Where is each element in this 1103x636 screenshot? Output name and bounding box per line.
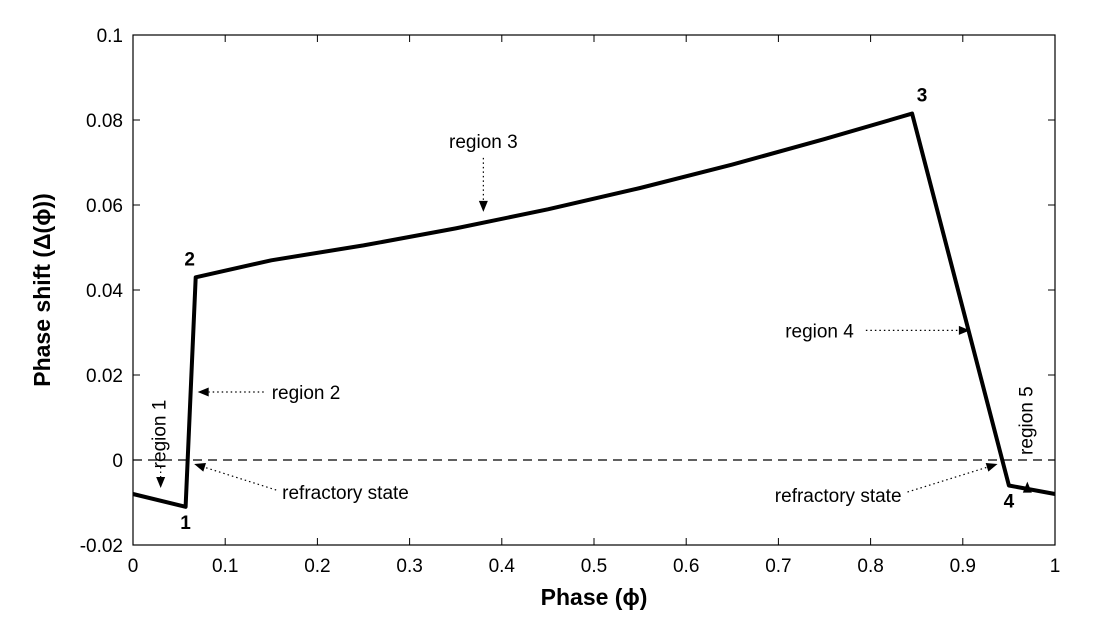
annotation-region-2-text: region 2 xyxy=(272,383,341,404)
annotation-region-4-text: region 4 xyxy=(785,321,854,342)
annotation-refractory-1-text: refractory state xyxy=(282,483,409,504)
point-label-4: 4 xyxy=(1004,492,1015,513)
annotation-region-1-text: region 1 xyxy=(150,400,171,469)
annotation-region-3-text: region 3 xyxy=(449,132,518,153)
annotation-refractory-2-text: refractory state xyxy=(775,486,902,507)
x-tick-label: 1 xyxy=(1050,556,1061,577)
annotation-refractory-2-leader xyxy=(907,466,988,493)
x-tick-label: 0.6 xyxy=(673,556,699,577)
x-tick-label: 0.4 xyxy=(489,556,516,577)
y-tick-label: 0.1 xyxy=(97,26,123,47)
y-tick-label: 0.02 xyxy=(86,366,123,387)
plot-area xyxy=(133,35,1055,545)
x-tick-label: 0.8 xyxy=(857,556,883,577)
y-tick-label: 0.06 xyxy=(86,196,123,217)
x-axis-title: Phase (ϕ) xyxy=(541,584,648,610)
point-label-1: 1 xyxy=(180,513,191,534)
x-tick-label: 0.5 xyxy=(581,556,607,577)
lines-layer xyxy=(132,111,1056,509)
annotation-region-4-arrowhead xyxy=(958,325,970,335)
annotations-layer: 1 2 3 4 region 1 region 2 region 3 region 4 regi… xyxy=(150,86,1038,534)
x-tick-label: 0.2 xyxy=(304,556,330,577)
y-tick-label: 0 xyxy=(112,451,123,472)
x-tick-label: 0.1 xyxy=(212,556,238,577)
annotation-refractory-1-arrowhead xyxy=(194,463,207,472)
axes-box xyxy=(132,34,1056,546)
y-axis-title: Phase shift (Δ(ϕ)) xyxy=(29,193,55,387)
x-tick-label: 0.3 xyxy=(396,556,422,577)
point-label-2: 2 xyxy=(184,249,195,270)
annotation-region-1-arrowhead xyxy=(156,477,166,488)
annotation-region-5-arrowhead xyxy=(1022,481,1032,493)
ticks-layer: 0 0.1 0.2 0.3 0.4 0.5 0.6 0.7 0.8 0.9 1-0.0200.020… xyxy=(80,26,1061,577)
x-tick-label: 0.7 xyxy=(765,556,791,577)
annotation-region-5-text: region 5 xyxy=(1016,386,1037,455)
x-tick-label: 0.9 xyxy=(950,556,976,577)
y-tick-label: -0.02 xyxy=(80,536,123,557)
x-tick-label: 0 xyxy=(128,556,139,577)
phase-shift-curve xyxy=(132,111,1056,509)
point-label-3: 3 xyxy=(917,86,928,107)
annotation-region-3-arrowhead xyxy=(478,200,488,212)
annotation-region-2-arrowhead xyxy=(197,387,209,397)
y-tick-label: 0.08 xyxy=(86,111,123,132)
annotation-refractory-2-arrowhead xyxy=(985,462,998,472)
y-tick-label: 0.04 xyxy=(86,281,123,302)
